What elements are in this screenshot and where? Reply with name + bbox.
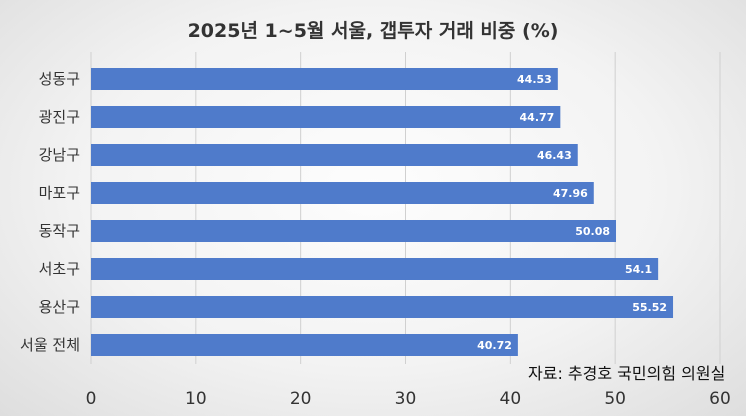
x-tick-label: 20 [290, 389, 312, 409]
x-tick-label: 10 [185, 389, 207, 409]
category-label: 광진구 [39, 108, 80, 126]
data-label: 54.1 [625, 263, 652, 276]
category-label: 강남구 [39, 146, 80, 164]
x-tick-label: 50 [604, 389, 626, 409]
data-label: 55.52 [632, 301, 667, 314]
bar [91, 296, 674, 318]
x-tick-label: 30 [395, 389, 417, 409]
x-tick-label: 60 [709, 389, 731, 409]
data-label: 50.08 [575, 225, 610, 238]
category-label: 용산구 [39, 298, 80, 316]
data-label: 44.53 [517, 73, 552, 86]
category-label: 성동구 [39, 70, 80, 88]
category-label: 동작구 [39, 222, 80, 240]
category-label: 서초구 [39, 260, 80, 278]
bar [91, 182, 594, 204]
bar [91, 106, 561, 128]
chart-title: 2025년 1~5월 서울, 갭투자 거래 비중 (%) [187, 20, 559, 42]
data-label: 47.96 [553, 187, 588, 200]
bar [91, 258, 659, 280]
data-label: 40.72 [477, 339, 512, 352]
category-label: 마포구 [39, 184, 80, 202]
data-label: 44.77 [520, 111, 555, 124]
source-note: 자료: 추경호 국민의힘 의원실 [528, 364, 726, 383]
bar [91, 334, 518, 356]
data-label: 46.43 [537, 149, 572, 162]
bar [91, 220, 617, 242]
x-tick-label: 40 [500, 389, 522, 409]
bar [91, 68, 558, 90]
x-tick-label: 0 [86, 389, 97, 409]
bar [91, 144, 578, 166]
category-label: 서울 전체 [20, 336, 80, 354]
